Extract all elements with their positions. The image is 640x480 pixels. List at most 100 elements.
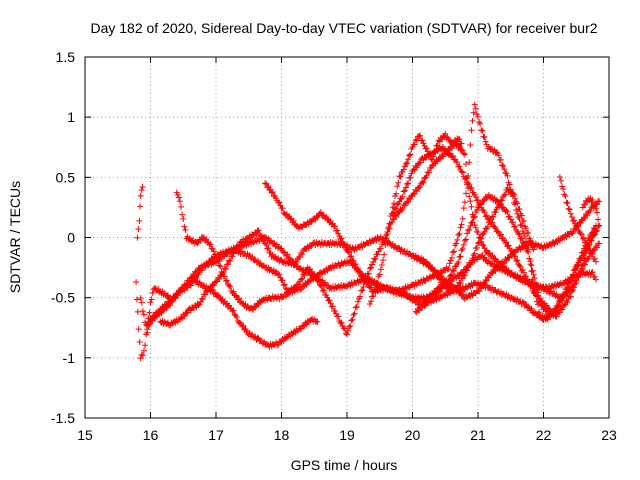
data-point — [504, 172, 511, 179]
data-point — [456, 230, 463, 237]
data-point — [535, 292, 542, 299]
data-point — [350, 311, 357, 318]
data-point — [351, 261, 358, 268]
data-point — [208, 286, 215, 293]
data-point — [425, 169, 432, 176]
data-point — [566, 278, 573, 285]
x-tick-label: 15 — [77, 427, 93, 443]
data-point — [503, 257, 510, 264]
data-point — [464, 267, 471, 274]
data-point — [458, 247, 465, 254]
data-point — [210, 248, 217, 255]
data-point — [421, 303, 428, 310]
series-trace-10 — [389, 143, 554, 313]
data-point — [587, 208, 594, 215]
data-point — [512, 195, 519, 202]
data-point — [137, 192, 144, 199]
data-point — [137, 355, 144, 362]
x-tick-label: 19 — [339, 427, 355, 443]
data-point — [136, 338, 143, 345]
data-point — [149, 289, 156, 296]
data-point — [591, 255, 598, 262]
data-point — [475, 240, 481, 247]
data-point — [581, 261, 588, 268]
data-point — [366, 300, 373, 307]
data-point — [232, 292, 239, 299]
data-point — [467, 198, 474, 205]
data-point — [519, 267, 526, 274]
x-tick-label: 17 — [208, 427, 224, 443]
data-point — [446, 260, 453, 267]
data-point — [407, 174, 414, 181]
data-point — [306, 278, 313, 285]
data-point — [512, 223, 519, 230]
data-point — [374, 251, 381, 258]
data-point — [265, 183, 272, 190]
data-point — [235, 295, 242, 302]
data-point — [407, 151, 414, 158]
data-point — [569, 229, 576, 236]
data-point — [459, 275, 466, 282]
data-point — [461, 175, 468, 182]
data-point — [556, 173, 563, 180]
data-point — [470, 252, 477, 259]
data-point — [483, 212, 490, 219]
data-point — [444, 266, 451, 273]
y-tick-labels: -1.5 -1 -0.5 0 0.5 1 1.5 — [51, 49, 75, 426]
data-point — [393, 213, 400, 220]
y-tick-label: 0.5 — [56, 169, 76, 185]
data-point — [448, 254, 455, 261]
data-point — [456, 254, 463, 261]
data-point — [480, 133, 487, 140]
data-point — [524, 247, 531, 254]
data-point — [337, 320, 344, 327]
data-point — [385, 224, 392, 231]
data-point — [591, 231, 598, 238]
data-point — [314, 278, 321, 285]
data-point — [460, 205, 467, 212]
data-point — [140, 347, 147, 354]
data-point — [376, 271, 383, 278]
data-point — [368, 298, 375, 305]
data-point — [436, 276, 443, 283]
data-point — [158, 310, 165, 317]
data-point — [588, 250, 595, 257]
data-point — [432, 271, 439, 278]
data-point — [482, 256, 489, 263]
data-point — [577, 257, 584, 264]
data-point — [265, 245, 272, 252]
data-point — [227, 257, 234, 264]
data-point — [528, 268, 535, 275]
data-point — [596, 240, 603, 247]
data-point — [527, 237, 534, 244]
data-point — [471, 222, 478, 229]
data-point — [516, 262, 523, 269]
data-point — [579, 235, 586, 242]
data-point — [500, 163, 507, 170]
data-point — [419, 178, 426, 185]
data-point — [142, 342, 149, 349]
data-point — [466, 226, 473, 233]
y-tick-label: -0.5 — [51, 290, 75, 306]
data-point — [348, 317, 355, 324]
data-point — [187, 282, 194, 289]
data-point — [454, 159, 461, 166]
data-point — [459, 215, 466, 222]
data-point — [222, 278, 229, 285]
data-point — [574, 223, 581, 230]
data-point — [440, 153, 447, 160]
data-point — [454, 282, 461, 289]
data-point — [544, 313, 551, 320]
data-point — [559, 306, 566, 313]
data-point — [406, 152, 413, 159]
data-point — [513, 198, 520, 205]
data-point — [568, 213, 575, 220]
data-point — [424, 169, 431, 176]
data-point — [530, 246, 537, 253]
data-point — [453, 240, 460, 247]
data-point — [469, 117, 476, 124]
data-point — [174, 292, 181, 299]
data-point — [459, 245, 466, 252]
data-point — [221, 265, 228, 272]
